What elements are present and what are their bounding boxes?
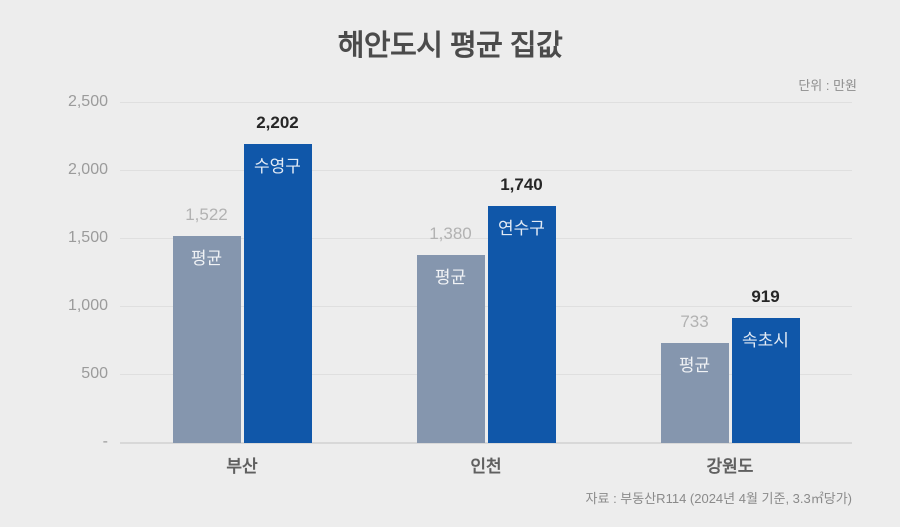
y-axis-tick-label: 1,000: [67, 297, 108, 314]
x-category-label: 부산: [226, 457, 258, 476]
bar-average-1: 평균: [416, 255, 485, 443]
bar-district-1: 연수구: [487, 206, 556, 443]
bar-value-label: 2,202: [256, 112, 299, 132]
bar-district-2: 속초시: [731, 318, 800, 443]
x-axis-line: [120, 442, 852, 444]
unit-label: 단위 : 만원: [798, 78, 857, 93]
gridline: [120, 102, 852, 103]
source-note: 자료 : 부동산R114 (2024년 4월 기준, 3.3㎡당가): [585, 491, 852, 506]
gridline: [120, 374, 852, 375]
bar-average-2: 평균: [660, 343, 729, 443]
bar-name-label: 수영구: [254, 156, 301, 176]
bar-name-label: 평균: [190, 249, 223, 268]
bar-name-label: 평균: [678, 356, 711, 376]
gridline: [120, 306, 852, 307]
bar-district-0: 수영구: [243, 143, 312, 443]
gridline: [120, 238, 852, 239]
y-axis-tick-label: 2,500: [67, 93, 108, 110]
chart-title: 해안도시 평균 집값: [337, 30, 563, 62]
bar-average-0: 평균: [172, 236, 241, 443]
bar-name-label: 연수구: [498, 219, 545, 239]
bar-name-label: 속초시: [742, 331, 789, 351]
bar-value-label: 919: [751, 287, 780, 307]
gridline: [120, 170, 852, 171]
bar-value-label: 1,380: [429, 224, 472, 244]
y-axis-tick-label: 1,500: [67, 229, 108, 246]
y-axis-tick-label: -: [102, 433, 108, 450]
bar-name-label: 평균: [434, 268, 467, 288]
x-category-label: 인천: [470, 457, 502, 476]
y-axis-tick-label: 500: [81, 365, 108, 382]
bar-value-label: 733: [680, 312, 709, 332]
bar-value-label: 1,522: [185, 205, 228, 224]
x-category-label: 강원도: [706, 457, 754, 476]
y-axis-tick-label: 2,000: [67, 161, 108, 178]
bar-value-label: 1,740: [500, 175, 543, 195]
